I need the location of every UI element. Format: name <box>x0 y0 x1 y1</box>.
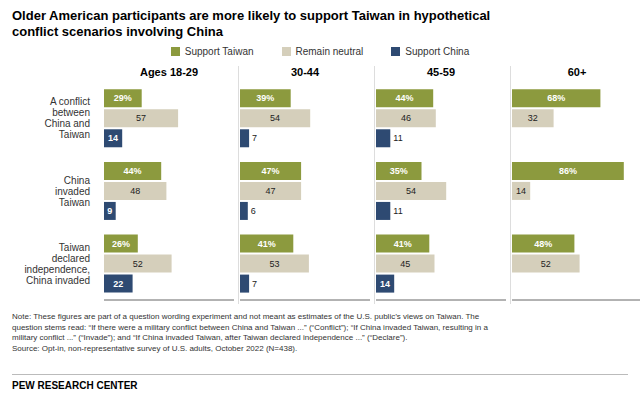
html-text:question stems read: “If there: question stems read: “If there were a mi… <box>12 322 488 332</box>
svg-text:Taiwandeclaredindependence,Chi: Taiwandeclaredindependence,China invaded <box>24 242 90 286</box>
svg-text:14: 14 <box>516 186 526 196</box>
svg-text:41%: 41% <box>258 239 276 249</box>
svg-text:14: 14 <box>380 279 390 289</box>
svg-text:26%: 26% <box>112 239 130 249</box>
html-text:30-44: 30-44 <box>290 66 320 78</box>
html-text:Support China: Support China <box>405 46 470 57</box>
html-text:Older American participants ar: Older American participants are more lik… <box>12 8 491 39</box>
svg-text:54: 54 <box>270 113 280 123</box>
svg-text:14: 14 <box>108 133 118 143</box>
svg-text:ChinainvadedTaiwan: ChinainvadedTaiwan <box>55 175 90 208</box>
svg-text:44%: 44% <box>124 166 142 176</box>
svg-text:54: 54 <box>406 186 416 196</box>
html-text:Note: These figures are part o: Note: These figures are part of a questi… <box>12 312 480 321</box>
svg-text:6: 6 <box>251 206 256 216</box>
svg-text:46: 46 <box>401 113 411 123</box>
svg-text:22: 22 <box>113 279 123 289</box>
svg-text:11: 11 <box>393 133 402 143</box>
svg-text:86%: 86% <box>559 166 577 176</box>
svg-text:47%: 47% <box>262 166 280 176</box>
svg-text:48: 48 <box>130 186 140 196</box>
html-text:PEW RESEARCH CENTER: PEW RESEARCH CENTER <box>12 380 138 391</box>
svg-text:57: 57 <box>136 113 146 123</box>
svg-text:39%: 39% <box>256 93 274 103</box>
html-text:Source: Opt-in, non-representa: Source: Opt-in, non-representative surve… <box>12 343 298 353</box>
html-text:military conflict ...” (“Invad: military conflict ...” (“Invade”); and “… <box>12 333 408 342</box>
svg-text:48%: 48% <box>534 239 552 249</box>
svg-text:32: 32 <box>528 113 538 123</box>
svg-text:7: 7 <box>252 279 257 289</box>
svg-text:7: 7 <box>252 133 257 143</box>
svg-text:35%: 35% <box>390 166 408 176</box>
svg-text:47: 47 <box>266 186 276 196</box>
svg-text:52: 52 <box>541 259 551 269</box>
svg-text:68%: 68% <box>547 93 565 103</box>
svg-text:44%: 44% <box>396 93 414 103</box>
svg-text:9: 9 <box>107 206 112 216</box>
svg-text:52: 52 <box>133 259 143 269</box>
html-text:Support Taiwan: Support Taiwan <box>184 46 254 57</box>
html-text:Ages 18-29: Ages 18-29 <box>140 66 198 78</box>
svg-text:45: 45 <box>400 259 410 269</box>
svg-text:11: 11 <box>393 206 402 216</box>
html-text:45-59: 45-59 <box>426 66 456 78</box>
svg-text:53: 53 <box>269 259 279 269</box>
html-text:60+: 60+ <box>567 66 587 78</box>
svg-text:29%: 29% <box>114 93 132 103</box>
svg-text:41%: 41% <box>394 239 412 249</box>
svg-text:A conflictbetweenChina andTaiw: A conflictbetweenChina andTaiwan <box>44 96 90 140</box>
html-text:Remain neutral: Remain neutral <box>295 46 364 57</box>
